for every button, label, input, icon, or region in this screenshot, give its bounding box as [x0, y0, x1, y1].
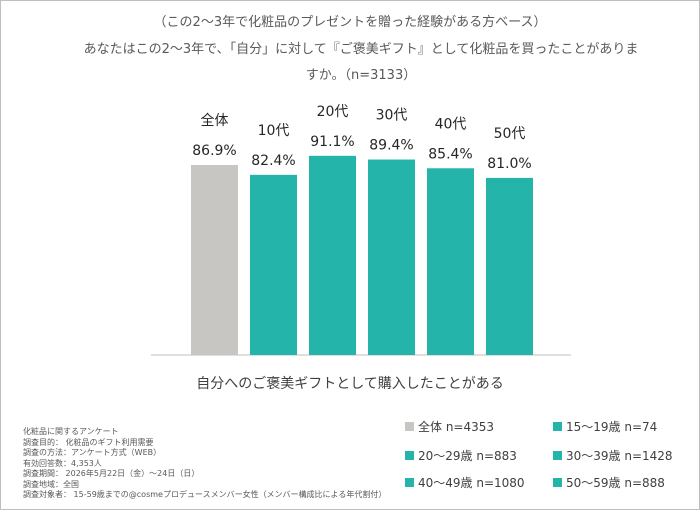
legend-label: 40～49歳 n=1080: [418, 476, 525, 490]
bar-4: [427, 168, 474, 355]
bar-0: [191, 165, 238, 355]
bar-3: [368, 159, 415, 355]
category-label: 40代: [435, 116, 467, 132]
bar-value-label: 82.4%: [251, 153, 295, 169]
note-line: 調査目的： 化粧品のギフト利用需要: [23, 437, 154, 447]
question-line-2: すか。（n=3133）: [305, 68, 417, 83]
legend-label: 20～29歳 n=883: [418, 449, 517, 463]
note-line: 調査地域：全国: [23, 479, 79, 489]
legend-item-40-49: 40～49歳 n=1080: [405, 474, 525, 491]
legend-item-20-29: 20～29歳 n=883: [405, 447, 517, 464]
legend-label: 50～59歳 n=888: [566, 476, 665, 490]
legend-swatch-15-19: [553, 422, 562, 431]
legend-item-15-19: 15～19歳 n=74: [553, 418, 657, 435]
legend-swatch-40-49: [405, 478, 414, 487]
bar-1: [250, 174, 297, 355]
survey-notes: 化粧品に関するアンケート 調査目的： 化粧品のギフト利用需要 調査の方法：アンケ…: [23, 427, 386, 501]
legend-swatch-20-29: [405, 451, 414, 460]
legend-swatch-total: [405, 422, 414, 431]
category-label: 50代: [494, 126, 526, 142]
bar-5: [486, 177, 533, 355]
bar-value-label: 85.4%: [428, 146, 472, 162]
legend-swatch-30-39: [553, 451, 562, 460]
question-line-1: あなたはこの2～3年で、「自分」に対して『ご褒美ギフト』として化粧品を買ったこと…: [83, 42, 639, 57]
bar-value-label: 86.9%: [192, 143, 236, 159]
note-line: 調査期間： 2026年5月22日（金）～24日（日）: [23, 469, 200, 478]
legend-label: 全体 n=4353: [418, 420, 495, 434]
category-label: 30代: [376, 108, 408, 124]
chart-subtitle: （この2～3年で化粧品のプレゼントを贈った経験がある方ベース）: [153, 15, 547, 30]
question-text: あなたはこの2～3年で、「自分」に対して『ご褒美ギフト』として化粧品を買ったこと…: [61, 37, 661, 89]
note-line: 化粧品に関するアンケート: [23, 427, 119, 436]
legend-item-30-39: 30～39歳 n=1428: [553, 447, 673, 464]
bar-value-label: 89.4%: [369, 138, 413, 154]
legend-item-total: 全体 n=4353: [405, 418, 494, 435]
note-line: 調査対象者： 15-59歳までの@cosmeプロデュースメンバー女性（メンバー構…: [23, 490, 387, 499]
note-line: 有効回答数：4,353人: [23, 458, 102, 468]
x-axis-label: 自分へのご褒美ギフトとして購入したことがある: [196, 376, 504, 392]
bar-value-label: 91.1%: [310, 134, 354, 150]
legend-label: 30～39歳 n=1428: [566, 449, 673, 463]
legend-swatch-50-59: [553, 478, 562, 487]
legend: 全体 n=4353 15～19歳 n=74 20～29歳 n=883 30～39…: [401, 414, 691, 506]
bar-chart: 86.9% 全体 82.4% 10代 91.1% 20代 89.4% 30代 85.4% 40代 8…: [151, 104, 571, 356]
bar-value-label: 81.0%: [487, 156, 531, 172]
legend-item-50-59: 50～59歳 n=888: [553, 474, 665, 491]
bar-2: [309, 155, 356, 355]
legend-label: 15～19歳 n=74: [566, 420, 658, 434]
category-label: 全体: [201, 112, 229, 129]
category-label: 20代: [317, 104, 349, 120]
note-line: 調査の方法：アンケート方式（WEB）: [23, 448, 162, 457]
category-label: 10代: [258, 123, 290, 139]
